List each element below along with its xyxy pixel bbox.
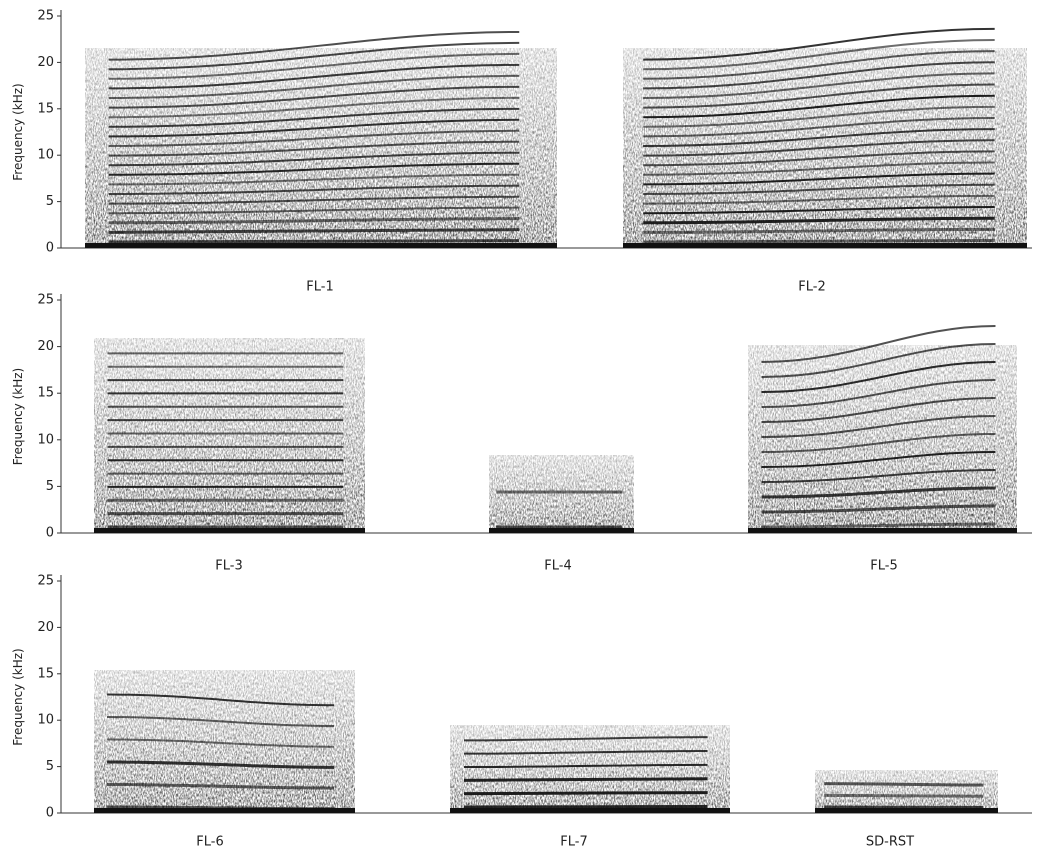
- harmonic: [643, 240, 994, 242]
- y-tick-label: 0: [46, 526, 54, 541]
- panel-label: FL-6: [196, 835, 223, 850]
- spectrogram-base: [450, 808, 730, 813]
- panel-label: FL-2: [798, 280, 825, 295]
- y-tick-label: 20: [37, 55, 54, 70]
- y-tick-label: 15: [37, 386, 54, 401]
- spectrogram-base: [489, 528, 634, 533]
- y-axis-label: Frequency (kHz): [11, 648, 25, 745]
- y-axis-label: Frequency (kHz): [11, 83, 25, 180]
- y-tick-label: 10: [37, 432, 54, 447]
- panel-label: FL-1: [306, 280, 333, 295]
- harmonic: [464, 779, 708, 781]
- panel-label: FL-4: [544, 559, 571, 574]
- spectrogram-base: [94, 528, 365, 533]
- spectrogram: [85, 32, 557, 248]
- spectrogram-base: [748, 528, 1017, 533]
- spectrogram-noise: [94, 670, 355, 813]
- y-tick-label: 0: [46, 806, 54, 821]
- y-tick-label: 25: [37, 293, 54, 308]
- harmonic: [464, 806, 708, 807]
- y-tick-label: 20: [37, 339, 54, 354]
- spectrogram: [489, 455, 634, 533]
- spectrogram: [815, 770, 998, 813]
- y-tick-label: 10: [37, 148, 54, 163]
- y-tick-label: 5: [46, 194, 54, 209]
- y-tick-label: 0: [46, 241, 54, 256]
- spectrogram: [94, 670, 355, 813]
- spectrogram-base: [623, 243, 1027, 248]
- y-tick-label: 25: [37, 9, 54, 24]
- panel-label: SD-RST: [866, 835, 914, 850]
- spectrogram-base: [815, 808, 998, 813]
- spectrogram-base: [85, 243, 557, 248]
- y-tick-label: 15: [37, 101, 54, 116]
- y-tick-label: 20: [37, 620, 54, 635]
- spectrogram: [623, 29, 1027, 248]
- harmonic: [824, 784, 983, 785]
- spectrogram: [450, 725, 730, 813]
- harmonic: [464, 793, 708, 794]
- page: {"rows": [ {"y_axis_label": "Frequency (…: [0, 0, 1040, 851]
- y-tick-label: 5: [46, 759, 54, 774]
- harmonic: [824, 795, 983, 796]
- harmonic: [109, 241, 520, 242]
- y-tick-label: 5: [46, 479, 54, 494]
- y-tick-label: 15: [37, 666, 54, 681]
- figure: 0 5 10 15 20 25 Frequency (kHz) FL-1 FL-2 0 5 10 15 2…: [0, 0, 1040, 851]
- panel-label: FL-7: [560, 835, 587, 850]
- spectrogram-base: [94, 808, 355, 813]
- y-tick-label: 25: [37, 574, 54, 589]
- spectrogram-noise: [489, 455, 634, 533]
- spectrogram: [94, 338, 365, 533]
- y-tick-label: 10: [37, 713, 54, 728]
- panel-label: FL-3: [215, 559, 242, 574]
- y-axis-label: Frequency (kHz): [11, 368, 25, 465]
- spectrogram: [748, 326, 1017, 533]
- panel-label: FL-5: [870, 559, 897, 574]
